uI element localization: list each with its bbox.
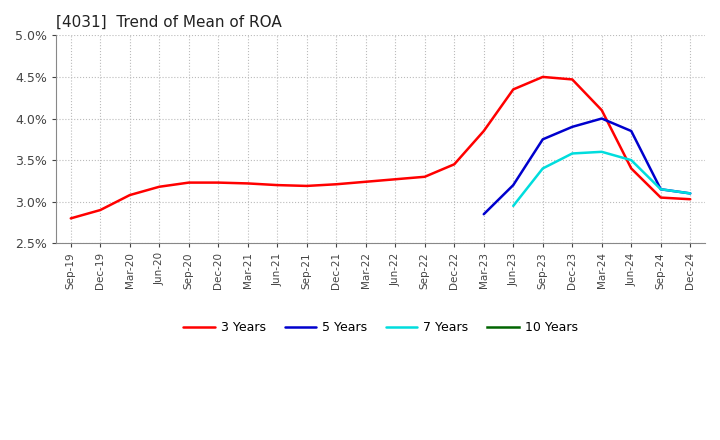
- Text: [4031]  Trend of Mean of ROA: [4031] Trend of Mean of ROA: [56, 15, 282, 30]
- 3 Years: [125, 192, 134, 198]
- 3 Years: [598, 107, 606, 113]
- 7 Years: [598, 149, 606, 154]
- 3 Years: [627, 166, 636, 171]
- 3 Years: [214, 180, 222, 185]
- 3 Years: [509, 87, 518, 92]
- 7 Years: [539, 166, 547, 171]
- 3 Years: [361, 179, 370, 184]
- 5 Years: [568, 124, 577, 129]
- 3 Years: [657, 195, 665, 200]
- 5 Years: [627, 128, 636, 134]
- 3 Years: [539, 74, 547, 80]
- 5 Years: [598, 116, 606, 121]
- 3 Years: [66, 216, 75, 221]
- 3 Years: [568, 77, 577, 82]
- 3 Years: [243, 181, 252, 186]
- 7 Years: [686, 191, 695, 196]
- Line: 5 Years: 5 Years: [484, 118, 690, 214]
- 3 Years: [686, 197, 695, 202]
- 3 Years: [480, 128, 488, 134]
- 7 Years: [627, 158, 636, 163]
- 3 Years: [450, 161, 459, 167]
- Legend: 3 Years, 5 Years, 7 Years, 10 Years: 3 Years, 5 Years, 7 Years, 10 Years: [179, 316, 582, 339]
- 7 Years: [509, 203, 518, 209]
- 5 Years: [657, 187, 665, 192]
- 5 Years: [480, 212, 488, 217]
- 3 Years: [96, 207, 104, 213]
- 7 Years: [657, 187, 665, 192]
- 3 Years: [155, 184, 163, 189]
- 3 Years: [420, 174, 429, 180]
- 5 Years: [539, 137, 547, 142]
- 7 Years: [568, 151, 577, 156]
- 3 Years: [391, 176, 400, 182]
- Line: 3 Years: 3 Years: [71, 77, 690, 218]
- Line: 7 Years: 7 Years: [513, 152, 690, 206]
- 3 Years: [332, 182, 341, 187]
- 3 Years: [302, 183, 311, 189]
- 5 Years: [509, 183, 518, 188]
- 3 Years: [273, 183, 282, 188]
- 3 Years: [184, 180, 193, 185]
- 5 Years: [686, 191, 695, 196]
